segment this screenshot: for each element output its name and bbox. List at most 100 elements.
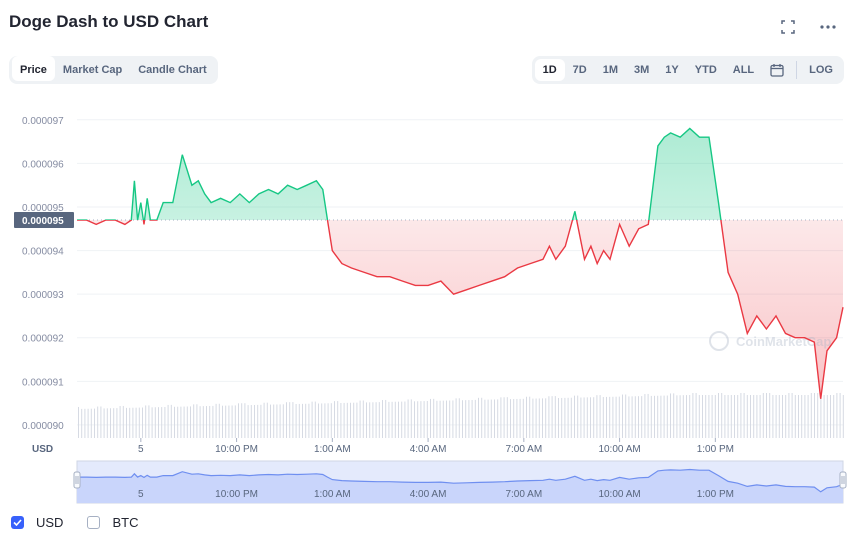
volume-bar <box>593 397 595 438</box>
volume-bar <box>295 404 297 438</box>
volume-bar <box>545 398 547 438</box>
volume-bar <box>311 401 313 438</box>
y-tick-label: 0.000091 <box>22 377 64 388</box>
navigator-area <box>77 469 843 503</box>
volume-bar <box>276 404 278 438</box>
volume-bar <box>516 398 518 438</box>
volume-bar <box>622 394 623 438</box>
range-1d[interactable]: 1D <box>534 59 565 81</box>
volume-bar <box>132 407 134 438</box>
volume-bar <box>807 395 809 438</box>
volume-bar <box>452 400 454 438</box>
volume-bar <box>724 395 726 438</box>
chart-legend: USD BTC <box>11 515 162 530</box>
range-all[interactable]: ALL <box>732 64 755 76</box>
volume-bar <box>612 396 614 438</box>
volume-bar <box>727 395 729 438</box>
range-3m[interactable]: 3M <box>634 64 650 76</box>
volume-bar <box>663 395 665 438</box>
volume-bar <box>609 396 611 438</box>
navigator-handle-right[interactable] <box>839 471 847 489</box>
volume-bar <box>314 401 316 438</box>
volume-bar <box>362 400 364 438</box>
volume-bar <box>474 399 476 438</box>
volume-bar <box>628 396 630 438</box>
tab-price[interactable]: Price <box>12 56 55 81</box>
volume-bar <box>618 396 620 438</box>
volume-bar <box>151 407 153 438</box>
volume-bar <box>318 403 319 438</box>
volume-bar <box>282 404 284 438</box>
volume-bar <box>257 404 259 438</box>
volume-bar <box>833 395 835 438</box>
volume-bar <box>266 402 268 438</box>
volume-bar <box>708 395 710 438</box>
volume-bar <box>714 395 716 438</box>
fullscreen-icon[interactable] <box>779 18 797 36</box>
volume-bar <box>721 393 723 438</box>
volume-bar <box>666 395 668 438</box>
volume-bar <box>247 405 249 438</box>
log-scale-toggle[interactable]: LOG <box>809 64 833 76</box>
volume-bar <box>250 405 252 438</box>
volume-bar <box>78 406 79 438</box>
range-1y[interactable]: 1Y <box>665 64 679 76</box>
volume-bar <box>234 405 236 438</box>
navigator-x-label: 1:00 PM <box>697 489 734 500</box>
volume-bar <box>231 405 233 438</box>
volume-bar <box>225 405 227 438</box>
volume-bar <box>183 406 185 438</box>
volume-bar <box>698 395 700 438</box>
volume-bar <box>420 401 422 438</box>
volume-bar <box>388 401 390 438</box>
volume-bar <box>186 406 188 438</box>
calendar-icon[interactable] <box>762 63 792 77</box>
tab-candle-chart[interactable]: Candle Chart <box>138 64 207 76</box>
volume-bar <box>81 408 83 438</box>
volume-bar <box>830 395 831 438</box>
y-tick-label: 0.000094 <box>22 247 64 258</box>
volume-bar <box>769 393 771 438</box>
tab-market-cap[interactable]: Market Cap <box>62 64 123 76</box>
range-1m[interactable]: 1M <box>602 64 619 76</box>
price-line-down <box>77 220 844 399</box>
usd-checkbox[interactable] <box>11 516 24 529</box>
volume-bar <box>254 404 255 438</box>
range-ytd[interactable]: YTD <box>694 64 717 76</box>
volume-bar <box>199 406 201 438</box>
volume-bar <box>465 400 467 438</box>
volume-bar <box>711 395 713 438</box>
volume-bar <box>238 403 239 438</box>
volume-bar <box>375 402 377 438</box>
volume-bar <box>554 396 556 438</box>
more-horizontal-icon[interactable] <box>819 18 837 36</box>
volume-bar <box>260 404 262 438</box>
navigator-x-label: 7:00 AM <box>505 489 542 500</box>
volume-bar <box>778 395 780 438</box>
volume-bar <box>353 402 355 438</box>
volume-bar <box>638 396 639 438</box>
volume-bar <box>782 395 783 438</box>
volume-bar <box>510 399 511 438</box>
range-7d[interactable]: 7D <box>572 64 587 76</box>
volume-bar <box>94 408 95 438</box>
volume-bar <box>394 401 396 438</box>
navigator-x-label: 10:00 AM <box>598 489 640 500</box>
volume-bar <box>215 403 217 438</box>
volume-bar <box>583 397 585 438</box>
volume-bar <box>442 400 444 438</box>
navigator-handle-left[interactable] <box>73 471 81 489</box>
volume-bar <box>346 402 348 438</box>
volume-bar <box>718 393 719 438</box>
btc-checkbox[interactable] <box>87 516 101 529</box>
volume-bar <box>158 407 159 438</box>
volume-bar <box>334 401 335 438</box>
volume-bar <box>366 402 367 438</box>
time-range-selector: 1D 7D 1M 3M 1Y YTD ALL LOG <box>531 56 844 84</box>
volume-bar <box>481 397 483 438</box>
volume-bar <box>222 405 223 438</box>
volume-bar <box>836 393 838 438</box>
currency-axis-label: USD <box>32 444 53 455</box>
volume-bar <box>801 395 803 438</box>
